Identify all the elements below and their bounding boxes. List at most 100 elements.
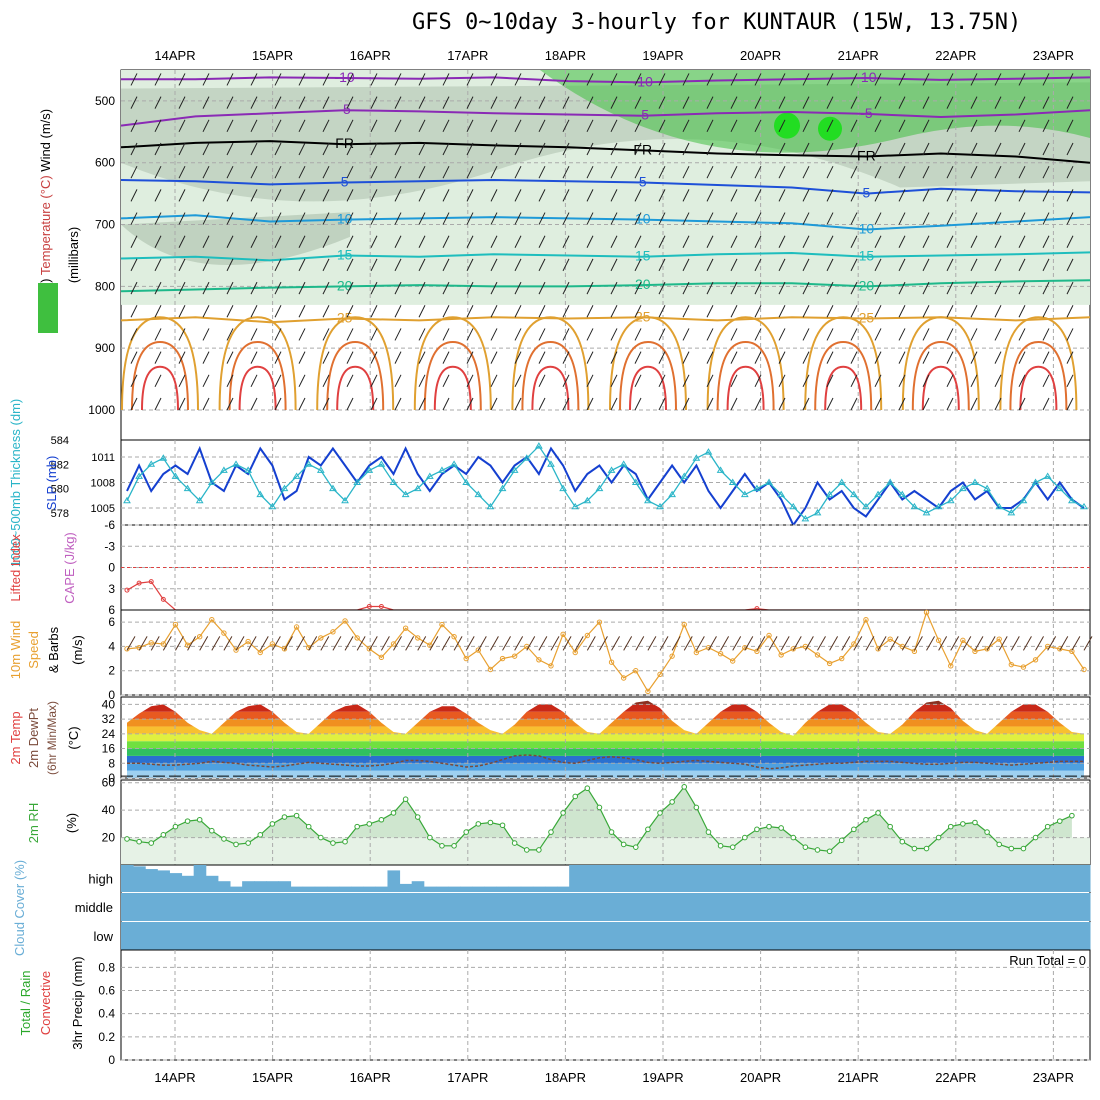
cloud-bar	[968, 865, 982, 892]
wind-barb	[322, 305, 330, 318]
wind-barb	[130, 281, 138, 295]
wind-barb	[658, 374, 666, 388]
cloud-bar	[738, 922, 752, 950]
wind-barb	[754, 96, 762, 109]
wind-barb	[586, 351, 594, 364]
data-point	[499, 655, 506, 662]
wind-barb	[946, 73, 954, 86]
cloud-bar	[956, 922, 970, 950]
data-point	[984, 829, 990, 835]
wind-barb	[610, 165, 618, 179]
wind-barb	[202, 212, 210, 225]
wind-barb	[994, 142, 1002, 156]
cloud-bar	[1077, 922, 1091, 950]
rh-band	[540, 70, 1090, 153]
data-point	[729, 844, 736, 850]
isotherm-label: FR	[335, 135, 354, 151]
data-point	[414, 814, 421, 820]
wind-barb	[250, 328, 258, 341]
data-point	[245, 840, 251, 846]
wind-barb	[562, 374, 570, 388]
wind-barb	[130, 258, 138, 272]
diurnal-loop	[804, 316, 883, 411]
wind-barb	[154, 281, 162, 295]
wind-barb	[634, 258, 642, 272]
wind-barb	[346, 374, 354, 388]
wind-barb	[730, 119, 738, 133]
wind-barb	[706, 119, 714, 133]
cloud-bar	[871, 865, 885, 892]
cloud-bar	[387, 922, 401, 950]
wind-barb	[178, 258, 186, 272]
cloud-bar	[847, 922, 861, 950]
diurnal-loop	[1019, 365, 1058, 411]
wind-barb	[154, 397, 162, 411]
wind-barb	[274, 235, 282, 248]
wind-barb	[754, 235, 762, 248]
wind-barb	[370, 165, 378, 179]
cloud-bar	[230, 922, 243, 950]
wind-barb	[658, 73, 666, 86]
cloud-bar	[641, 922, 655, 950]
data-point	[292, 472, 301, 479]
wind-barb	[226, 397, 234, 411]
cloud-bar	[399, 883, 413, 892]
wind-barb	[1018, 397, 1026, 411]
wind-barb	[792, 636, 802, 651]
wind-barb	[370, 235, 378, 248]
wind-barb	[202, 305, 210, 318]
wind-barb	[465, 636, 475, 651]
diurnal-loop	[336, 365, 375, 411]
y-tick-label: 40	[102, 803, 116, 817]
wind-barb	[853, 636, 863, 651]
isotherm-label: 10	[337, 211, 353, 227]
wind-barb	[730, 142, 738, 156]
isotherm-label: 25	[635, 308, 651, 324]
cloud-bar	[678, 922, 691, 950]
cloud-bar	[678, 865, 691, 892]
wind-barb	[994, 397, 1002, 411]
wind-barb	[442, 142, 450, 156]
wind-barb	[562, 142, 570, 156]
wind-barb	[562, 258, 570, 272]
wind-barb	[178, 212, 186, 225]
wind-barb	[154, 119, 162, 133]
wind-barb	[986, 636, 996, 651]
cloud-bar	[326, 922, 340, 950]
wind-barb	[418, 258, 426, 272]
cloud-bar	[920, 893, 934, 921]
wind-barb	[826, 165, 834, 179]
wind-barb	[1042, 189, 1050, 202]
data-point	[607, 466, 616, 473]
data-point	[196, 634, 203, 640]
data-point	[304, 460, 313, 467]
cloud-bar	[896, 893, 909, 921]
x-tick-label: 20APR	[740, 48, 781, 63]
wind-barb	[538, 96, 546, 109]
wind-barb	[874, 212, 882, 225]
diurnal-loop	[121, 316, 199, 411]
data-point	[233, 841, 239, 848]
cloud-bar	[217, 893, 231, 921]
wind-barb	[898, 235, 906, 248]
wind-barb	[178, 397, 186, 411]
wind-barb	[298, 305, 306, 318]
y-axis-label: (6hr Min/Max)	[45, 701, 59, 775]
y-tick-label: 1000	[88, 403, 115, 417]
cloud-bar	[339, 922, 352, 950]
y-tick-label: 800	[95, 279, 115, 293]
y-axis-label: 2m DewPt	[26, 708, 41, 768]
cloud-bar	[762, 893, 776, 921]
wind-barb	[826, 328, 834, 341]
wind-barb	[130, 212, 138, 225]
data-point	[342, 838, 348, 845]
cloud-bar	[993, 865, 1006, 892]
cloud-bar	[326, 893, 340, 921]
y-tick-label: 0	[108, 561, 115, 575]
wind-barb	[370, 328, 378, 341]
wind-barb	[514, 258, 522, 272]
data-point	[221, 836, 227, 842]
wind-barb	[970, 165, 978, 179]
wind-barb	[586, 305, 594, 318]
data-point	[1008, 661, 1015, 668]
